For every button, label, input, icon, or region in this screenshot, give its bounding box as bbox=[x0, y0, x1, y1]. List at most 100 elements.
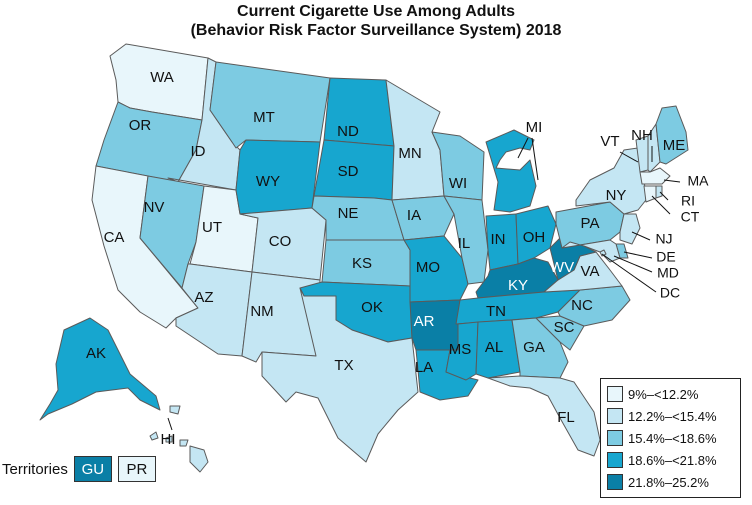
legend-label: 18.6%–<21.8% bbox=[628, 452, 717, 468]
label-ks: KS bbox=[352, 255, 372, 272]
legend-label: 15.4%–<18.6% bbox=[628, 430, 717, 446]
leader-hi bbox=[167, 417, 173, 431]
label-nd: ND bbox=[337, 123, 359, 140]
legend-swatch bbox=[607, 452, 623, 468]
label-ak: AK bbox=[86, 345, 106, 362]
leader-de bbox=[623, 251, 653, 259]
state-fl bbox=[487, 375, 601, 457]
label-nj: NJ bbox=[655, 231, 672, 247]
label-de: DE bbox=[656, 249, 675, 265]
state-me bbox=[655, 105, 689, 165]
state-mo bbox=[403, 235, 469, 303]
label-or: OR bbox=[129, 117, 152, 134]
state-tx bbox=[261, 287, 419, 463]
label-in: IN bbox=[491, 231, 506, 248]
state-hi-islet-a bbox=[169, 405, 181, 415]
territories-row: Territories GU PR bbox=[2, 456, 156, 482]
label-me: ME bbox=[663, 137, 686, 154]
leader-vt bbox=[619, 151, 639, 163]
state-il bbox=[443, 195, 489, 285]
label-mo: MO bbox=[416, 259, 440, 276]
label-ky: KY bbox=[508, 277, 528, 294]
legend-item: 12.2%–<15.4% bbox=[607, 405, 734, 427]
label-nm: NM bbox=[250, 303, 273, 320]
label-va: VA bbox=[581, 263, 600, 280]
label-ar: AR bbox=[414, 313, 435, 330]
label-ia: IA bbox=[407, 207, 421, 224]
leader-ct bbox=[651, 195, 671, 215]
label-ct: CT bbox=[681, 209, 700, 225]
label-wa: WA bbox=[150, 69, 174, 86]
label-az: AZ bbox=[194, 289, 213, 306]
state-nd bbox=[323, 77, 395, 147]
label-ne: NE bbox=[338, 205, 359, 222]
label-wv: WV bbox=[550, 259, 574, 276]
leader-mi bbox=[517, 137, 529, 159]
leader-md bbox=[613, 255, 653, 273]
territories-label: Territories bbox=[2, 460, 68, 478]
legend-item: 9%–<12.2% bbox=[607, 383, 734, 405]
legend-item: 18.6%–<21.8% bbox=[607, 449, 734, 471]
legend-swatch bbox=[607, 386, 623, 402]
state-ma bbox=[639, 167, 671, 185]
label-tn: TN bbox=[486, 303, 506, 320]
title-line-1: Current Cigarette Use Among Adults bbox=[237, 3, 515, 20]
label-mn: MN bbox=[398, 145, 421, 162]
leader-nj bbox=[631, 231, 651, 241]
leader-dc bbox=[601, 253, 657, 293]
state-mt bbox=[209, 61, 331, 149]
label-md: MD bbox=[657, 265, 679, 281]
label-ri: RI bbox=[681, 193, 695, 209]
legend: 9%–<12.2% 12.2%–<15.4% 15.4%–<18.6% 18.6… bbox=[600, 378, 741, 498]
label-mi: MI bbox=[526, 119, 543, 136]
label-oh: OH bbox=[523, 229, 546, 246]
state-al bbox=[475, 319, 521, 379]
map-title: Current Cigarette Use Among Adults (Beha… bbox=[0, 2, 752, 40]
label-ca: CA bbox=[104, 229, 125, 246]
label-nh: NH bbox=[631, 127, 653, 144]
state-hi bbox=[149, 431, 209, 473]
leader-ma bbox=[663, 179, 681, 183]
state-sc bbox=[535, 315, 585, 351]
state-dc bbox=[599, 249, 607, 257]
label-ny: NY bbox=[606, 187, 627, 204]
legend-item: 21.8%–25.2% bbox=[607, 471, 734, 493]
label-mt: MT bbox=[253, 109, 275, 126]
legend-swatch bbox=[607, 430, 623, 446]
legend-swatch bbox=[607, 474, 623, 490]
label-pa: PA bbox=[581, 215, 600, 232]
territory-gu: GU bbox=[73, 456, 112, 482]
label-vt: VT bbox=[600, 133, 619, 150]
label-al: AL bbox=[485, 339, 503, 356]
label-la: LA bbox=[415, 359, 433, 376]
state-ia bbox=[391, 195, 455, 241]
label-il: IL bbox=[458, 235, 471, 252]
legend-label: 21.8%–25.2% bbox=[628, 474, 709, 490]
label-dc: DC bbox=[660, 285, 680, 301]
label-wi: WI bbox=[449, 175, 467, 192]
state-ct bbox=[643, 185, 657, 203]
label-wy: WY bbox=[256, 173, 280, 190]
state-ak bbox=[39, 317, 161, 421]
legend-item: 15.4%–<18.6% bbox=[607, 427, 734, 449]
label-fl: FL bbox=[557, 409, 575, 426]
label-nv: NV bbox=[144, 199, 165, 216]
state-ri bbox=[655, 185, 663, 199]
label-co: CO bbox=[269, 233, 292, 250]
label-ga: GA bbox=[523, 339, 545, 356]
label-ok: OK bbox=[361, 299, 383, 316]
state-mi bbox=[485, 129, 537, 213]
title-line-2: (Behavior Risk Factor Surveillance Syste… bbox=[190, 22, 562, 39]
leader-ri bbox=[659, 191, 669, 201]
label-ms: MS bbox=[449, 341, 472, 358]
state-nj bbox=[619, 213, 641, 245]
legend-label: 9%–<12.2% bbox=[628, 386, 699, 402]
label-nc: NC bbox=[571, 297, 593, 314]
label-ma: MA bbox=[688, 173, 710, 189]
leader-mi-b bbox=[531, 137, 539, 181]
label-tx: TX bbox=[334, 357, 353, 374]
territory-pr: PR bbox=[117, 456, 156, 482]
label-hi: HI bbox=[161, 431, 176, 448]
